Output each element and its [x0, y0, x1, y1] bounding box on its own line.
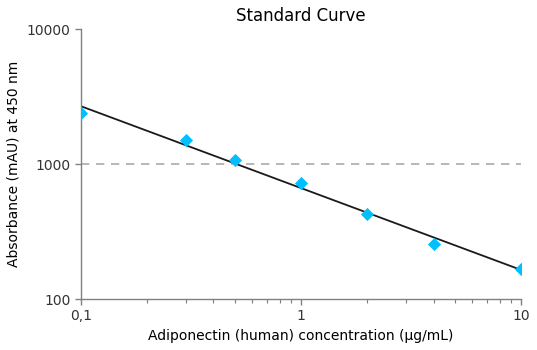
- Point: [230, 157, 239, 162]
- Point: [363, 211, 372, 216]
- Point: [182, 138, 190, 143]
- X-axis label: Adiponectin (human) concentration (μg/mL): Adiponectin (human) concentration (μg/mL…: [148, 329, 454, 343]
- Point: [429, 241, 438, 247]
- Y-axis label: Absorbance (mAU) at 450 nm: Absorbance (mAU) at 450 nm: [7, 61, 21, 267]
- Title: Standard Curve: Standard Curve: [236, 7, 366, 25]
- Point: [517, 266, 526, 272]
- Point: [297, 181, 306, 186]
- Point: [76, 110, 85, 116]
